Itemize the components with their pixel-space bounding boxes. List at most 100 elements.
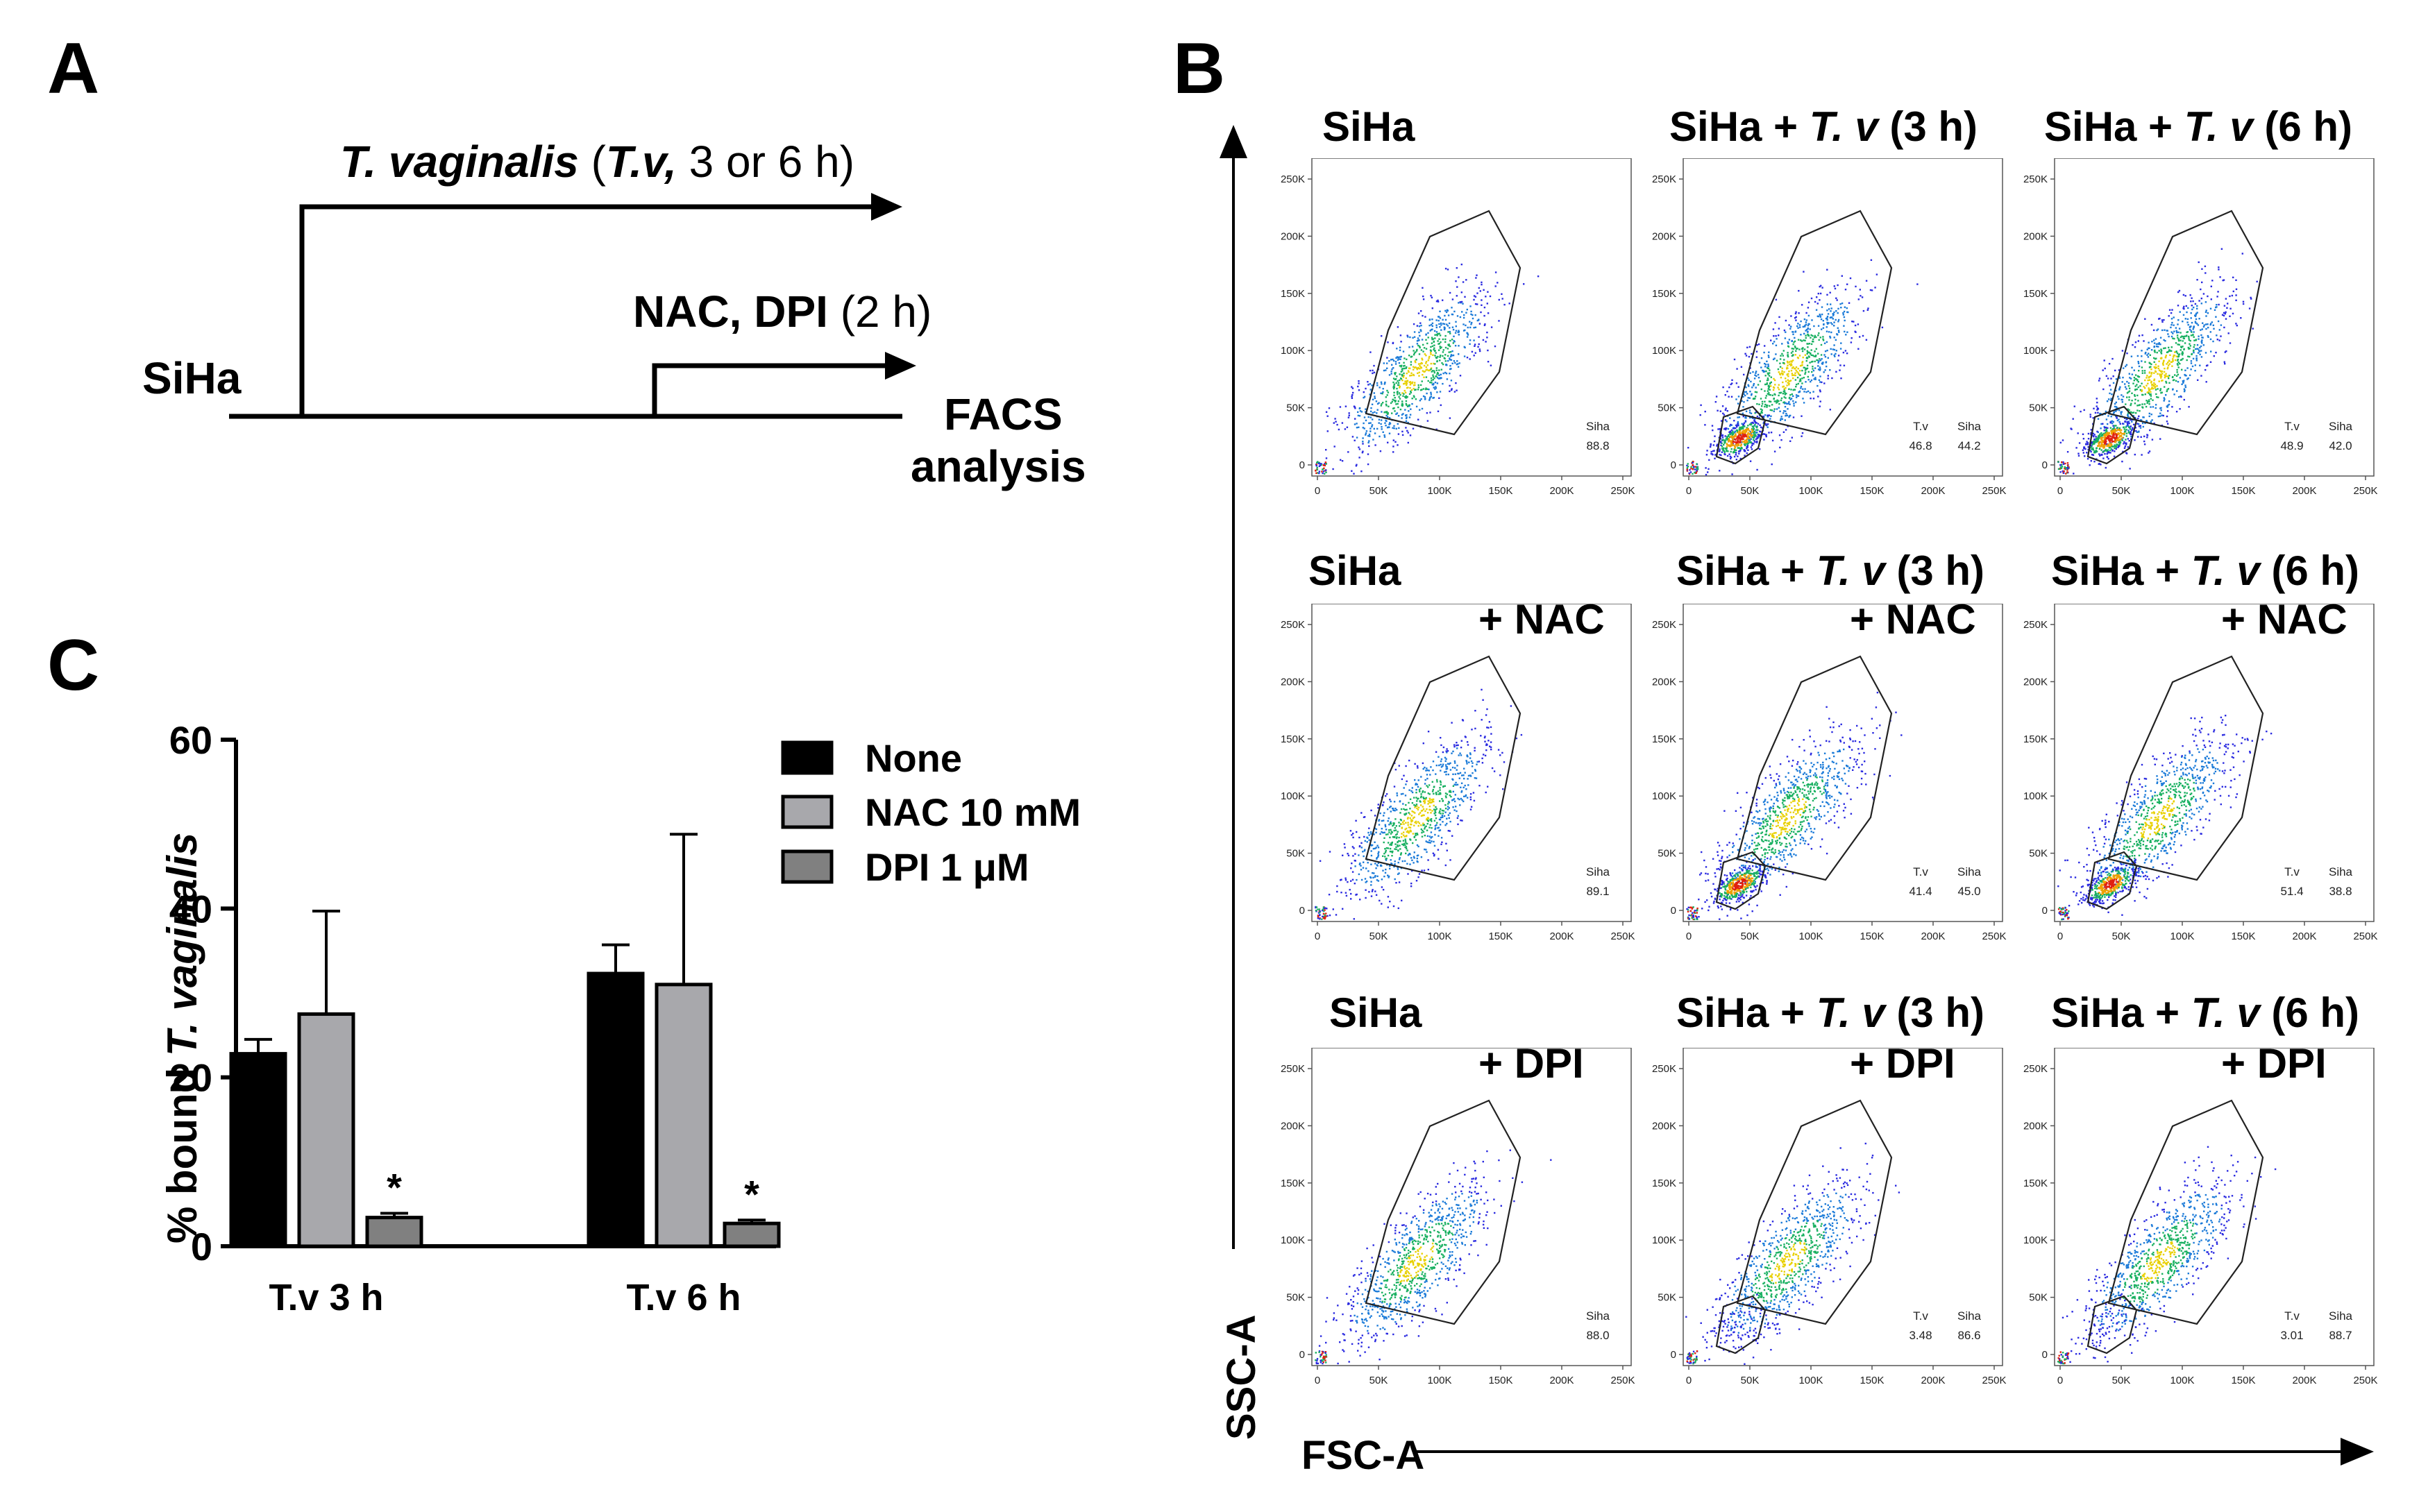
legend-label: DPI 1 μM	[865, 845, 1029, 889]
y-tick-label: 150K	[2023, 733, 2048, 745]
x-tick-label: 100K	[1798, 931, 1823, 942]
siha-gate	[2107, 1099, 2264, 1325]
y-tick-label: 100K	[2023, 345, 2048, 357]
title-text: SiHa	[1329, 989, 1422, 1036]
y-tick-label: 200K	[1281, 1120, 1305, 1132]
title-text: SiHa +	[2051, 547, 2191, 594]
facs-plot: 0 50K 100K 150K 200K 250K 0 50K 100K 150K 200K 250K…	[2023, 158, 2378, 497]
treatment-label: + DPI	[2221, 1040, 2327, 1087]
readout-line-1: FACS	[944, 389, 1063, 439]
x-tick-label: 0	[2057, 931, 2063, 942]
y-tick-label: 50K	[1658, 1292, 1676, 1304]
facs-plot: 0 50K 100K 150K 200K 250K 0 50K 100K 150K 200K 250K…	[1652, 1048, 2007, 1386]
y-tick-label: 40	[169, 887, 212, 931]
x-tick-label: 200K	[1921, 1375, 1945, 1386]
panel-label-c: C	[47, 625, 100, 706]
y-tick-label: 200K	[1652, 230, 1676, 242]
bar-chart-y-label: % bound T. vaginalis	[158, 833, 206, 1243]
siha-gate	[1365, 210, 1521, 436]
legend-swatch	[781, 740, 834, 775]
y-tick-label: 100K	[1652, 345, 1676, 357]
y-tick-label: 150K	[1281, 1178, 1305, 1189]
legend-swatch	[781, 795, 834, 829]
tv-gate	[2086, 851, 2138, 910]
bar	[655, 983, 713, 1248]
x-tick-label: 100K	[1798, 485, 1823, 497]
siha-gate-value: 88.0	[1586, 1329, 1609, 1342]
tv-gate-value: 41.4	[1909, 885, 1932, 898]
tv-gate	[2086, 1295, 2138, 1354]
plot-frame	[1311, 604, 1632, 922]
y-tick-label: 250K	[1281, 1063, 1305, 1075]
x-tick-label: 250K	[2353, 931, 2377, 942]
title-text: SiHa +	[1669, 103, 1810, 150]
x-tick-label: 50K	[2112, 931, 2131, 942]
y-tick-label: 200K	[2023, 1120, 2048, 1132]
siha-gate-value: 88.8	[1586, 439, 1609, 452]
facs-plot: 0 50K 100K 150K 200K 250K 0 50K 100K 150K 200K 250K…	[1652, 158, 2007, 497]
bar	[229, 1052, 287, 1248]
facs-plot-title: SiHa + T. v (3 h)	[1669, 103, 1978, 151]
x-tick-label: 100K	[2170, 485, 2194, 497]
tv-abbr: T.v,	[605, 137, 677, 187]
x-tick-label: 150K	[2231, 931, 2255, 942]
x-tick-label: 250K	[1610, 1375, 1635, 1386]
x-tick-label: 0	[2057, 485, 2063, 497]
siha-gate-value: 38.8	[2329, 885, 2352, 898]
facs-plot-title: SiHa + T. v (6 h)	[2051, 547, 2359, 595]
drug-treatment-label: NAC, DPI (2 h)	[633, 286, 931, 337]
siha-gate	[1736, 655, 1893, 881]
bar	[723, 1221, 781, 1248]
siha-gate-value: 88.7	[2329, 1329, 2352, 1342]
y-tick-label: 50K	[2029, 848, 2048, 860]
category-label: T.v 3 h	[269, 1277, 383, 1318]
fsc-axis-label: FSC-A	[1301, 1433, 1425, 1478]
y-tick-label: 0	[1299, 1349, 1305, 1361]
tv-gate-label: T.v	[1913, 1309, 1928, 1323]
x-tick-label: 0	[1686, 931, 1692, 942]
tv-duration: 3 or 6 h)	[676, 137, 854, 187]
y-tick-label: 200K	[1652, 676, 1676, 688]
significance-marker: *	[387, 1166, 402, 1209]
siha-gate	[1736, 210, 1893, 436]
y-tick-label: 100K	[2023, 1234, 2048, 1246]
title-duration: (3 h)	[1885, 989, 1985, 1036]
x-tick-label: 250K	[1982, 485, 2006, 497]
significance-marker: *	[744, 1172, 759, 1216]
plot-frame	[2054, 158, 2375, 477]
facs-plot-title: SiHa + T. v (6 h)	[2044, 103, 2352, 151]
x-tick-label: 50K	[1741, 1375, 1760, 1386]
x-tick-label: 100K	[1427, 931, 1451, 942]
y-tick-label: 250K	[1652, 619, 1676, 631]
title-duration: (6 h)	[2259, 547, 2360, 594]
title-organism: T. v	[1809, 103, 1878, 150]
y-tick-label: 200K	[1281, 676, 1305, 688]
x-tick-label: 200K	[2292, 931, 2316, 942]
title-organism: T. v	[2184, 103, 2253, 150]
y-tick-label: 150K	[1652, 288, 1676, 300]
facs-plot-title: SiHa	[1308, 547, 1401, 595]
siha-gate-label: Siha	[2329, 1309, 2353, 1323]
tv-gate-value: 46.8	[1909, 439, 1932, 452]
siha-gate-label: Siha	[1957, 420, 1982, 433]
drug-arrow	[652, 363, 885, 416]
y-tick-label: 200K	[2023, 230, 2048, 242]
category-label: T.v 6 h	[626, 1277, 741, 1318]
x-tick-label: 0	[1315, 931, 1320, 942]
title-organism: T. v	[2191, 547, 2260, 594]
x-tick-label: 200K	[2292, 1375, 2316, 1386]
y-tick-label: 150K	[1281, 288, 1305, 300]
facs-plot: 0 50K 100K 150K 200K 250K 0 50K 100K 150K 200K 250K…	[2023, 604, 2378, 942]
treatment-label: + DPI	[1850, 1040, 1955, 1087]
tv-gate-value: 3.48	[1909, 1329, 1932, 1342]
x-tick-label: 200K	[1549, 931, 1574, 942]
x-tick-label: 50K	[2112, 485, 2131, 497]
panel-label-a: A	[47, 28, 100, 109]
x-tick-label: 150K	[1488, 1375, 1512, 1386]
x-tick-label: 150K	[2231, 485, 2255, 497]
x-tick-label: 150K	[1488, 485, 1512, 497]
title-text: SiHa +	[1676, 547, 1816, 594]
tv-gate	[1715, 1295, 1767, 1354]
facs-plot-title: SiHa + T. v (6 h)	[2051, 989, 2359, 1037]
y-tick-label: 150K	[1652, 733, 1676, 745]
